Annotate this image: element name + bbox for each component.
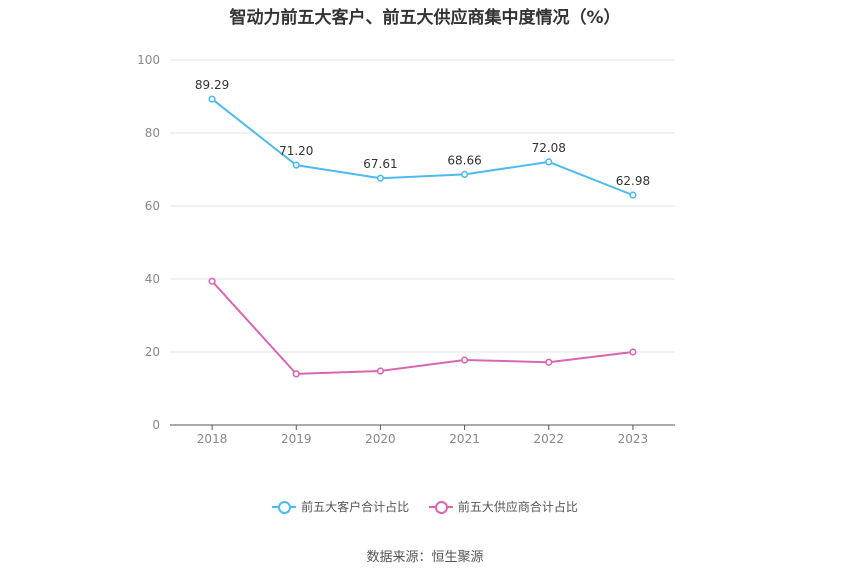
chart-title: 智动力前五大客户、前五大供应商集中度情况（%） <box>229 8 621 28</box>
y-tick-label: 80 <box>145 126 160 140</box>
line-chart: 0 20 40 60 80 100 2018 2019 2020 2021 2022 2023 89.… <box>137 53 675 446</box>
data-point[interactable] <box>545 358 553 366</box>
legend-label-customers: 前五大客户合计占比 <box>301 500 410 514</box>
data-point[interactable] <box>629 191 637 199</box>
data-label: 89.29 <box>195 78 229 92</box>
x-tick-label: 2023 <box>618 432 649 446</box>
data-label: 67.61 <box>363 157 397 171</box>
y-tick-label: 0 <box>152 418 160 432</box>
data-point[interactable] <box>292 370 300 378</box>
x-tick-label: 2018 <box>197 432 228 446</box>
legend-item-customers[interactable]: 前五大客户合计占比 <box>272 498 409 515</box>
data-label: 62.98 <box>616 174 650 188</box>
data-label: 72.08 <box>532 141 566 155</box>
data-point[interactable] <box>376 174 385 182</box>
y-tick-label: 100 <box>137 53 160 67</box>
legend-label-suppliers: 前五大供应商合计占比 <box>457 500 578 514</box>
data-point[interactable] <box>292 161 300 169</box>
data-source-note: 数据来源：恒生聚源 <box>366 550 484 565</box>
series-line-0 <box>211 98 634 197</box>
x-tick-label: 2022 <box>533 432 564 446</box>
data-label: 68.66 <box>447 153 481 167</box>
data-point[interactable] <box>460 170 469 178</box>
data-point[interactable] <box>208 277 216 285</box>
x-tick-label: 2021 <box>449 432 480 446</box>
data-point[interactable] <box>460 356 469 364</box>
data-label: 71.20 <box>279 144 313 158</box>
data-point[interactable] <box>208 95 216 103</box>
y-tick-label: 60 <box>145 199 160 213</box>
data-point[interactable] <box>376 367 385 375</box>
data-point[interactable] <box>629 348 637 356</box>
series-line-1 <box>211 280 634 375</box>
data-point[interactable] <box>545 158 553 166</box>
y-tick-label: 20 <box>145 345 160 359</box>
legend-marker-suppliers-icon <box>428 500 453 514</box>
x-tick-label: 2019 <box>281 432 312 446</box>
chart-legend: 前五大客户合计占比 前五大供应商合计占比 <box>0 498 850 517</box>
legend-marker-customers-icon <box>272 500 297 514</box>
legend-item-suppliers[interactable]: 前五大供应商合计占比 <box>428 498 578 515</box>
y-tick-label: 40 <box>145 272 160 286</box>
x-tick-label: 2020 <box>365 432 396 446</box>
